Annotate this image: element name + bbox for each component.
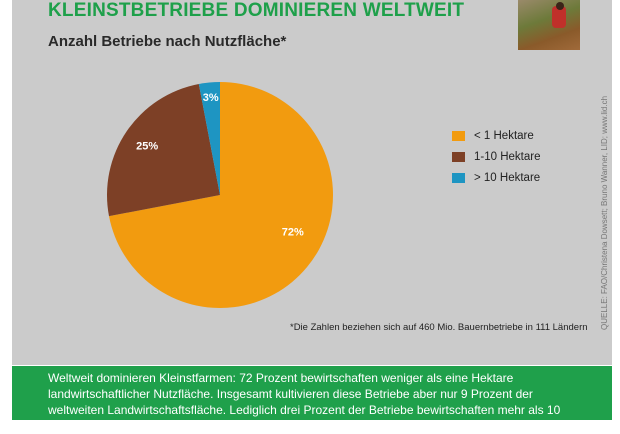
farmer-photo [518,0,580,50]
legend-label: > 10 Hektare [474,172,541,184]
page-title: KLEINSTBETRIEBE DOMINIEREN WELTWEIT [48,0,465,21]
legend-item: > 10 Hektare [452,172,540,184]
pie-chart: 72% 25% 3% [106,82,333,309]
legend-item: < 1 Hektare [452,130,534,142]
slice-label: 3% [203,92,219,104]
legend-label: < 1 Hektare [474,130,534,142]
legend-label: 1-10 Hektare [474,151,541,163]
pie-slice [106,84,220,217]
pie-slice [109,82,333,309]
description-box [12,366,612,420]
pie-slice [198,82,220,195]
footnote: *Die Zahlen beziehen sich auf 460 Mio. B… [290,322,588,333]
legend-swatch [452,173,465,183]
legend-item: 1-10 Hektare [452,151,540,163]
chart-subtitle: Anzahl Betriebe nach Nutzfläche* [48,33,287,50]
description-text: Weltweit dominieren Kleinstfarmen: 72 Pr… [48,371,561,433]
legend-swatch [452,131,465,141]
legend-swatch [452,152,465,162]
slice-label: 25% [136,140,158,152]
source-credit: QUELLE: FAO/Christena Dowsett; Bruno Wan… [600,95,609,330]
slice-label: 72% [282,226,304,238]
